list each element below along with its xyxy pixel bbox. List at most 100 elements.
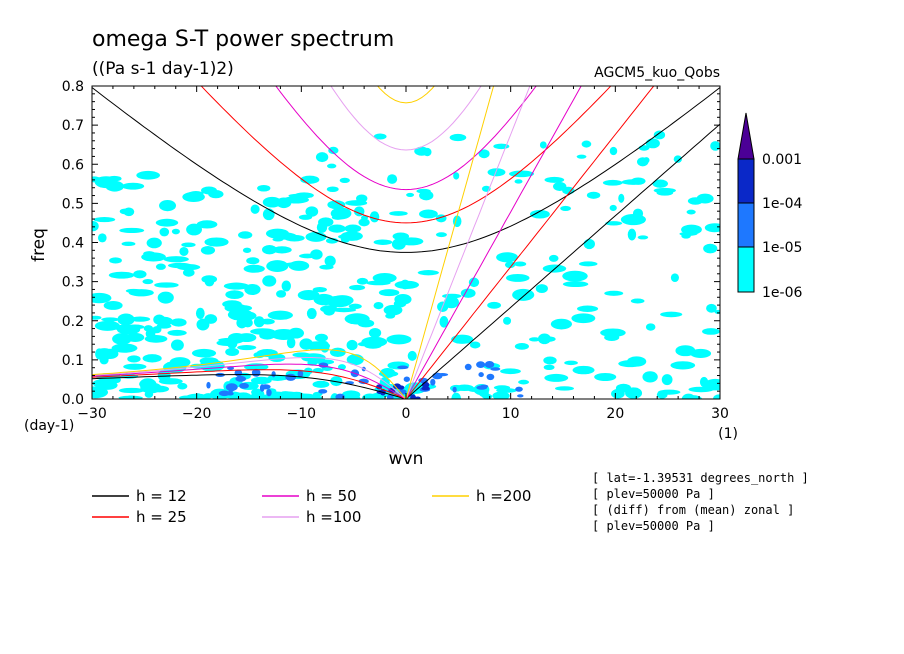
power-contour <box>605 221 623 226</box>
power-contour <box>331 215 344 220</box>
power-contour <box>436 372 449 377</box>
power-contour <box>373 301 384 310</box>
power-contour <box>167 262 192 269</box>
power-contour <box>200 245 216 255</box>
y-tick-label: 0.4 <box>62 236 84 252</box>
power-contour <box>158 378 183 385</box>
power-contour <box>157 291 174 304</box>
y-axis-label: freq <box>29 228 49 262</box>
power-contour <box>326 237 339 244</box>
power-contour <box>397 365 409 370</box>
power-contour <box>358 218 370 227</box>
colorbar-swatch <box>737 202 755 248</box>
power-contour <box>201 186 217 195</box>
power-contour <box>119 227 145 234</box>
power-contour <box>476 361 486 368</box>
power-contour <box>660 311 683 318</box>
power-contour <box>103 300 123 310</box>
power-contour <box>560 205 572 211</box>
power-contour <box>397 385 405 390</box>
power-contour <box>602 179 623 186</box>
power-contour <box>323 307 335 316</box>
power-contour <box>369 211 380 223</box>
power-contour <box>487 301 502 309</box>
legend-label: h =200 <box>476 487 531 505</box>
power-contour <box>143 251 156 257</box>
power-contour <box>305 206 319 217</box>
power-contour <box>566 187 573 195</box>
power-contour <box>419 209 438 219</box>
power-contour <box>618 193 625 203</box>
power-contour <box>600 328 626 337</box>
colorbar-arrow <box>737 112 755 160</box>
power-contour <box>358 378 369 385</box>
power-contour <box>544 373 569 382</box>
power-contour <box>609 146 618 156</box>
power-contour <box>346 339 358 351</box>
power-contour <box>518 379 530 385</box>
power-contour <box>92 292 112 304</box>
power-contour <box>312 287 327 293</box>
power-contour <box>576 154 587 159</box>
power-contour <box>373 239 393 245</box>
power-contour <box>191 348 217 358</box>
power-contour <box>476 385 488 390</box>
power-contour <box>583 238 595 250</box>
power-contour <box>92 378 117 388</box>
power-contour <box>118 387 145 394</box>
gravity-wave-curve <box>200 86 612 224</box>
power-contour <box>92 315 102 320</box>
power-contour <box>170 318 187 327</box>
power-contour <box>101 348 119 359</box>
annotations: [ lat=-1.39531 degrees_north ] [ plev=500… <box>592 471 809 533</box>
power-contour <box>360 215 369 221</box>
power-contour <box>487 168 506 177</box>
power-contour <box>182 191 205 203</box>
power-contour <box>630 298 645 304</box>
power-contour <box>344 224 362 233</box>
chart-subtitle: ((Pa s-1 day-1)2) <box>92 59 234 79</box>
power-contour <box>330 376 343 387</box>
power-contour <box>195 307 205 320</box>
power-contour <box>116 324 141 335</box>
power-contour <box>478 372 484 378</box>
power-contour <box>254 377 263 384</box>
power-contour <box>517 394 524 398</box>
power-contour <box>656 390 668 399</box>
power-contour <box>155 316 173 326</box>
power-contour <box>331 307 357 313</box>
legend-label: h = 50 <box>306 487 357 505</box>
power-contour <box>318 389 328 394</box>
power-contour <box>204 237 229 247</box>
rossby-wave-curve <box>92 357 407 399</box>
power-contour <box>243 264 265 273</box>
power-contour <box>159 227 170 237</box>
power-contour <box>327 200 346 210</box>
x-tick-label: 20 <box>606 406 624 422</box>
power-contour <box>514 179 523 184</box>
power-contour <box>170 339 184 351</box>
power-contour <box>703 243 718 254</box>
power-contour <box>225 383 238 392</box>
chart-title: omega S-T power spectrum <box>92 27 394 52</box>
power-contour <box>292 352 311 358</box>
power-contour <box>286 336 296 349</box>
kelvin-wave-curve <box>405 86 495 399</box>
power-contour <box>222 300 242 308</box>
power-contour <box>339 177 350 183</box>
power-contour <box>328 146 339 155</box>
rossby-wave-curve <box>92 374 407 399</box>
power-contour <box>661 374 673 386</box>
power-contour <box>182 268 195 277</box>
power-contour <box>368 327 382 338</box>
power-contour <box>144 390 154 398</box>
power-contour <box>406 192 415 197</box>
legend-label: h = 25 <box>136 508 187 526</box>
power-contour <box>285 373 297 381</box>
power-contour <box>320 341 330 353</box>
power-contour <box>337 364 346 370</box>
power-contour <box>478 149 490 159</box>
power-contour <box>142 354 162 363</box>
power-contour <box>642 371 658 383</box>
power-contour <box>453 172 460 180</box>
